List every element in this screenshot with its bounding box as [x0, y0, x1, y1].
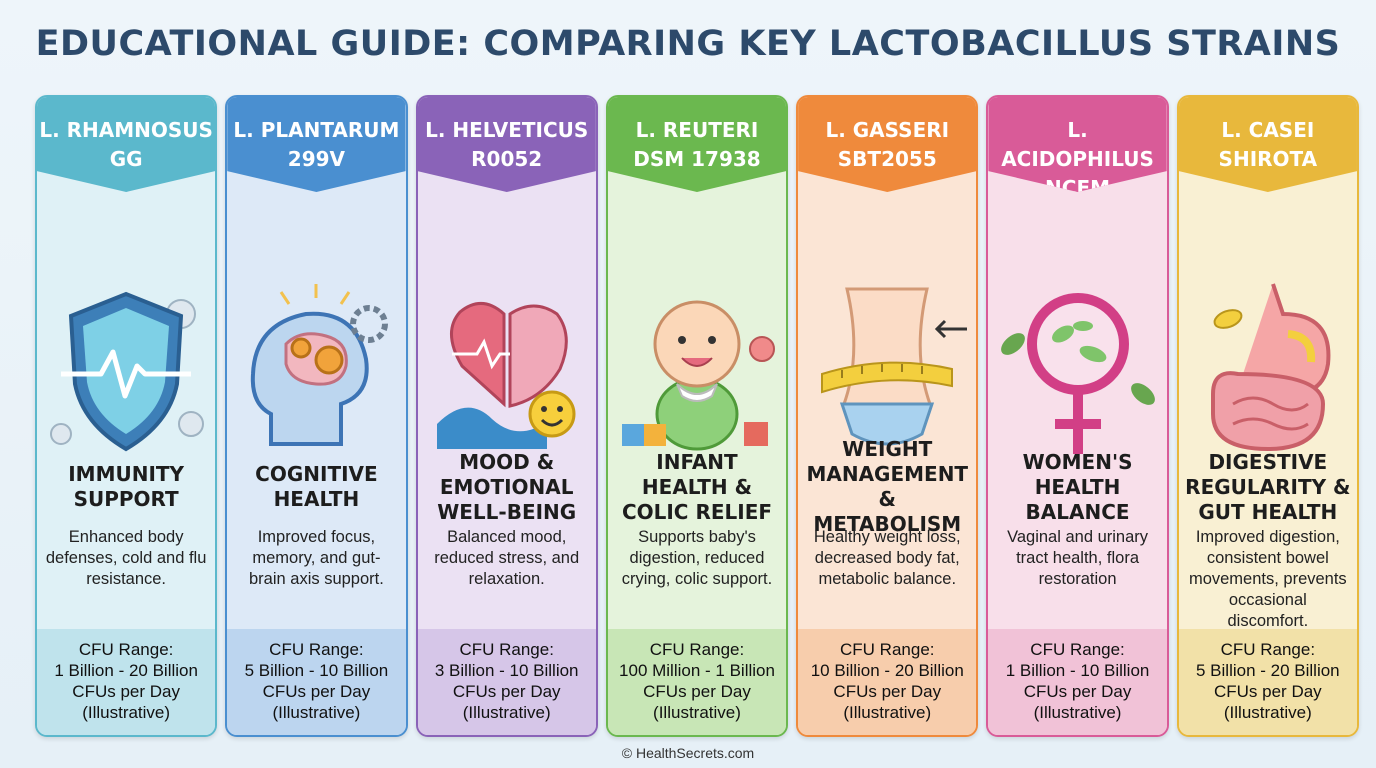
- cfu-note: (Illustrative): [272, 703, 361, 722]
- heart-brain-icon: [418, 219, 596, 519]
- benefit-description: Supports baby's digestion, reduced cryin…: [621, 528, 773, 588]
- strain-code: SHIROTA: [1218, 147, 1318, 171]
- benefit-title: WEIGHT MANAGEMENT & METABOLISM: [806, 437, 969, 536]
- cfu-unit: CFUs per Day: [1023, 682, 1132, 701]
- strain-name: L. HELVETICUS: [425, 118, 589, 142]
- benefit-title: DIGESTIVE REGULARITY & GUT HEALTH: [1185, 449, 1351, 524]
- cfu-label: CFU Range:: [78, 640, 174, 659]
- benefit-description: Healthy weight loss, decreased body fat,…: [813, 528, 961, 588]
- benefit-description: Vaginal and urinary tract health, flora …: [1007, 528, 1149, 588]
- strain-name: L. REUTERI: [635, 118, 759, 142]
- stomach-icon: [1179, 219, 1357, 519]
- cfu-range: 5 Billion - 20 Billion: [1196, 661, 1340, 680]
- strain-name: L. CASEI: [1221, 118, 1315, 142]
- cfu-unit: CFUs per Day: [1213, 682, 1322, 701]
- cfu-range: 5 Billion - 10 Billion: [244, 661, 389, 680]
- strain-name: L. RHAMNOSUS: [39, 118, 213, 142]
- strain-header: L. GASSERI SBT2055: [798, 97, 977, 192]
- cfu-unit: CFUs per Day: [643, 682, 751, 701]
- strain-card: L. REUTERI DSM 17938 INFANT HEALTH & COL…: [605, 95, 789, 737]
- cfu-unit: CFUs per Day: [833, 682, 942, 701]
- cfu-label: CFU Range:: [1030, 640, 1125, 659]
- cfu-label: CFU Range:: [649, 640, 745, 659]
- cfu-range-box: CFU Range: 5 Billion - 10 Billion CFUs p…: [227, 629, 406, 735]
- brain-gears-icon: [227, 219, 405, 519]
- waist-tape-icon: [798, 219, 976, 519]
- cfu-note: (Illustrative): [462, 703, 551, 722]
- strain-code: 299v: [287, 147, 346, 171]
- strain-header: L. REUTERI DSM 17938: [607, 97, 787, 192]
- benefit-description: Balanced mood, reduced stress, and relax…: [434, 528, 580, 588]
- cfu-range-box: CFU Range: 1 Billion - 10 Billion CFUs p…: [988, 629, 1167, 735]
- strain-code: DSM 17938: [633, 147, 761, 171]
- cfu-unit: CFUs per Day: [452, 682, 561, 701]
- strain-code: GG: [109, 147, 143, 171]
- benefit-description: Enhanced body defenses, cold and flu res…: [45, 528, 207, 588]
- benefit-description: Improved digestion, consistent bowel mov…: [1188, 528, 1347, 630]
- strain-card: L. RHAMNOSUS GG IMMUNITY SUPPORT Enhance…: [35, 95, 218, 737]
- cfu-range-box: CFU Range: 100 Million - 1 Billion CFUs …: [607, 629, 787, 735]
- shield-icon: [37, 219, 215, 519]
- cfu-range: 3 Billion - 10 Billion: [434, 661, 579, 680]
- strain-cards: L. RHAMNOSUS GG IMMUNITY SUPPORT Enhance…: [35, 95, 1359, 737]
- cfu-note: (Illustrative): [653, 703, 741, 722]
- strain-code: SBT2055: [837, 147, 937, 171]
- benefit-title: WOMEN'S HEALTH BALANCE: [1022, 449, 1133, 524]
- cfu-label: CFU Range:: [459, 640, 554, 659]
- strain-code: R0052: [471, 147, 543, 171]
- benefit-title: IMMUNITY SUPPORT: [68, 462, 185, 511]
- cfu-range-box: CFU Range: 10 Billion - 20 Billion CFUs …: [798, 629, 977, 735]
- strain-card: L. PLANTARUM 299v COGNITIVE HEALTH Impro…: [225, 95, 408, 737]
- cfu-label: CFU Range:: [840, 640, 935, 659]
- cfu-range-box: CFU Range: 3 Billion - 10 Billion CFUs p…: [417, 629, 596, 735]
- strain-card: L. HELVETICUS R0052 MOOD & EMOTIONAL WEL…: [415, 95, 598, 737]
- strain-name: L. ACIDOPHILUS: [1001, 118, 1154, 171]
- strain-card: L. ACIDOPHILUS NCFM WOMEN'S HEALTH BALAN…: [986, 95, 1169, 737]
- strain-card: L. GASSERI SBT2055 WEIGHT MANAGEMENT & M…: [796, 95, 979, 737]
- cfu-note: (Illustrative): [1223, 703, 1312, 722]
- strain-card: L. CASEI SHIROTA DIGESTIVE REGULARITY & …: [1176, 95, 1359, 737]
- baby-icon: [608, 219, 786, 519]
- strain-header: L. CASEI SHIROTA: [1178, 97, 1357, 192]
- cfu-label: CFU Range:: [269, 640, 364, 659]
- strain-name: L. GASSERI: [825, 118, 950, 142]
- benefit-title: COGNITIVE HEALTH: [255, 462, 378, 511]
- cfu-label: CFU Range:: [1220, 640, 1316, 659]
- strain-header: L. HELVETICUS R0052: [417, 97, 596, 192]
- strain-header: L. ACIDOPHILUS NCFM: [988, 97, 1167, 192]
- benefit-title: MOOD & EMOTIONAL WELL-BEING: [437, 449, 577, 524]
- strain-name: L. PLANTARUM: [233, 118, 400, 142]
- copyright-footer: © HealthSecrets.com: [621, 745, 755, 761]
- cfu-unit: CFUs per Day: [72, 682, 180, 701]
- cfu-note: (Illustrative): [82, 703, 171, 722]
- benefit-title: INFANT HEALTH & COLIC RELIEF: [621, 449, 773, 524]
- cfu-range-box: CFU Range: 5 Billion - 20 Billion CFUs p…: [1178, 629, 1357, 735]
- cfu-range: 100 Million - 1 Billion: [619, 661, 775, 680]
- female-symbol-icon: [988, 219, 1166, 519]
- cfu-range: 1 Billion - 10 Billion: [1005, 661, 1150, 680]
- strain-header: L. PLANTARUM 299v: [227, 97, 406, 192]
- cfu-note: (Illustrative): [843, 703, 932, 722]
- cfu-range: 1 Billion - 20 Billion: [54, 661, 198, 680]
- strain-header: L. RHAMNOSUS GG: [37, 97, 216, 192]
- strain-code: NCFM: [1045, 176, 1111, 200]
- benefit-description: Improved focus, memory, and gut-brain ax…: [249, 528, 384, 588]
- cfu-unit: CFUs per Day: [262, 682, 371, 701]
- cfu-range: 10 Billion - 20 Billion: [810, 661, 964, 680]
- page-title: EDUCATIONAL GUIDE: COMPARING KEY LACTOBA…: [35, 24, 1341, 64]
- cfu-note: (Illustrative): [1033, 703, 1122, 722]
- cfu-range-box: CFU Range: 1 Billion - 20 Billion CFUs p…: [37, 629, 216, 735]
